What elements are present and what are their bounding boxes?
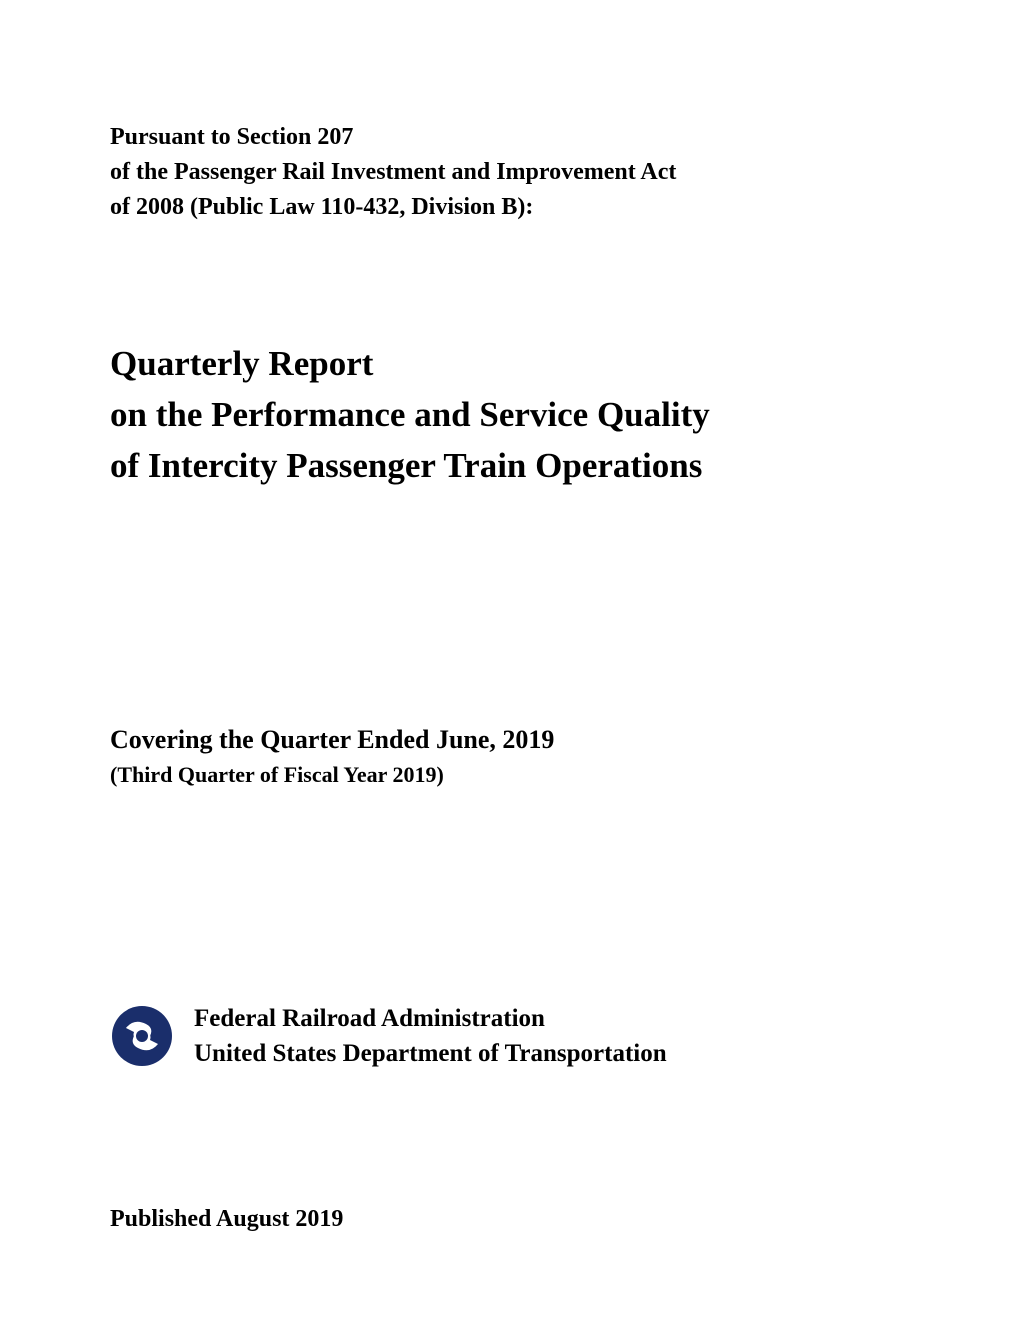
preamble-line-3: of 2008 (Public Law 110-432, Division B)… — [110, 190, 910, 225]
preamble-line-2: of the Passenger Rail Investment and Imp… — [110, 155, 910, 190]
coverage-fiscal-note: (Third Quarter of Fiscal Year 2019) — [110, 758, 910, 791]
agency-text: Federal Railroad Administration United S… — [194, 1001, 667, 1071]
agency-name: Federal Railroad Administration — [194, 1001, 667, 1036]
report-title: Quarterly Report on the Performance and … — [110, 339, 910, 491]
preamble-section: Pursuant to Section 207 of the Passenger… — [110, 120, 910, 224]
department-name: United States Department of Transportati… — [194, 1036, 667, 1071]
title-line-1: Quarterly Report — [110, 339, 910, 390]
published-date: Published August 2019 — [110, 1206, 910, 1233]
dot-logo-icon — [110, 1004, 174, 1068]
agency-section: Federal Railroad Administration United S… — [110, 1001, 910, 1071]
preamble-line-1: Pursuant to Section 207 — [110, 120, 910, 155]
coverage-section: Covering the Quarter Ended June, 2019 (T… — [110, 722, 910, 791]
title-line-2: on the Performance and Service Quality — [110, 390, 910, 441]
title-line-3: of Intercity Passenger Train Operations — [110, 441, 910, 492]
coverage-period: Covering the Quarter Ended June, 2019 — [110, 722, 910, 758]
